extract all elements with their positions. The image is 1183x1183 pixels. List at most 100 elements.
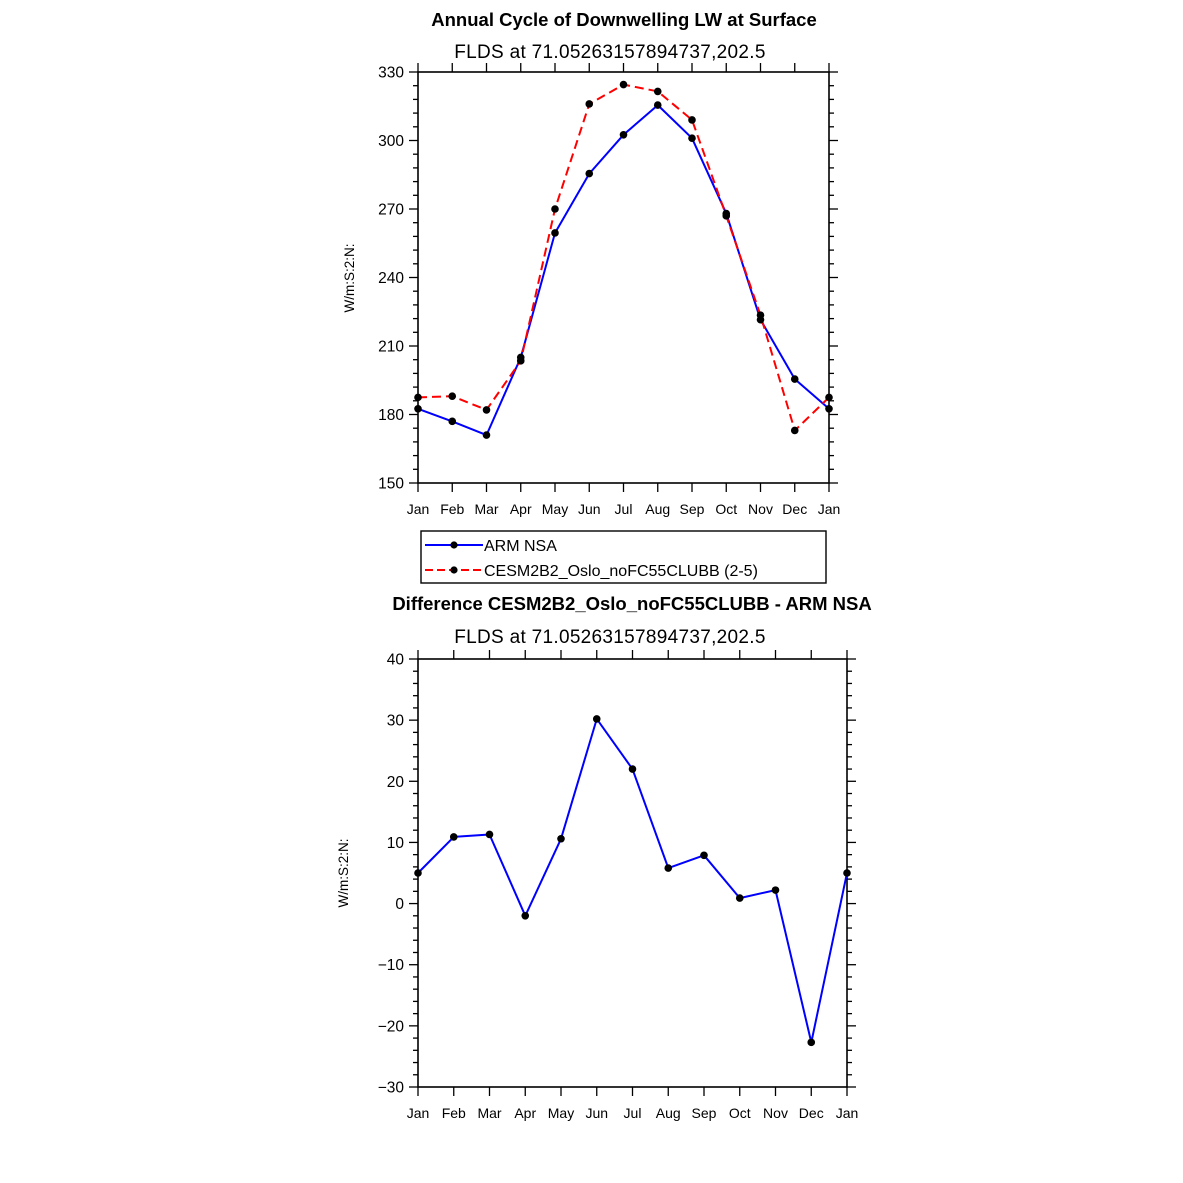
x-tick-label: Aug [645, 501, 670, 517]
x-tick-label: Aug [656, 1105, 681, 1121]
x-tick-label: Jan [407, 501, 430, 517]
data-point [628, 765, 637, 773]
x-tick-label: Jun [578, 501, 601, 517]
data-point [807, 1038, 816, 1047]
data-point [664, 864, 673, 872]
data-point [688, 134, 696, 143]
y-tick-label: 150 [378, 476, 404, 493]
x-tick-label: Jul [615, 501, 633, 517]
data-point [557, 834, 565, 843]
x-tick-label: Sep [692, 1105, 717, 1121]
data-point [482, 406, 491, 414]
data-point [482, 431, 491, 439]
legend-label-cesm2b2: CESM2B2_Oslo_noFC55CLUBB (2-5) [484, 563, 758, 580]
x-tick-label: Jun [585, 1105, 608, 1121]
x-tick-label: Nov [748, 501, 773, 517]
data-point [722, 212, 731, 220]
data-point [414, 869, 422, 877]
data-point [414, 393, 422, 402]
data-point [516, 357, 525, 365]
data-point [448, 417, 457, 426]
x-tick-labels: Jan Feb Mar Apr May Jun Jul Aug Sep Oct Nov Dec Jan [407, 501, 841, 517]
y-axis-label: W/m:S:2:N: [342, 243, 357, 312]
x-tick-label: Feb [442, 1105, 466, 1121]
y-tick-label: 180 [378, 407, 404, 424]
data-point [592, 715, 601, 723]
data-point [485, 830, 494, 839]
x-tick-label: Dec [782, 501, 807, 517]
chart-title: Annual Cycle of Downwelling LW at Surfac… [431, 9, 816, 30]
annual-cycle-chart: Annual Cycle of Downwelling LW at Surfac… [342, 9, 841, 584]
legend: ARM NSA CESM2B2_Oslo_noFC55CLUBB (2-5) [420, 530, 827, 584]
data-point [825, 393, 833, 402]
y-tick-label: 0 [395, 896, 404, 913]
y-tick-label: 270 [378, 202, 404, 219]
y-tick-label: −20 [378, 1018, 405, 1035]
x-tick-label: Apr [514, 1105, 536, 1121]
legend-marker-arm-nsa [450, 541, 458, 549]
x-tick-labels: Jan Feb Mar Apr May Jun Jul Aug Sep Oct Nov Dec Jan [407, 1105, 859, 1121]
y-tick-label: 300 [378, 133, 404, 150]
x-tick-label: Jan [818, 501, 841, 517]
y-axis-label: W/m:S:2:N: [336, 838, 351, 907]
x-tick-label: May [542, 501, 568, 517]
y-tick-labels: −30 −20 −10 0 10 20 30 40 [378, 652, 405, 1097]
x-tick-label: Feb [440, 501, 464, 517]
x-tick-label: Mar [477, 1105, 501, 1121]
data-point [843, 869, 851, 877]
data-point [825, 404, 833, 413]
data-point [735, 894, 744, 902]
data-point [688, 116, 696, 124]
data-point [619, 80, 628, 89]
y-tick-label: 30 [387, 713, 405, 730]
x-tick-label: Mar [474, 501, 498, 517]
data-point [771, 886, 780, 894]
y-tick-label: 240 [378, 270, 404, 287]
x-tick-label: Sep [680, 501, 705, 517]
y-tick-label: 210 [378, 339, 404, 356]
series-layer [414, 80, 833, 439]
series-layer [414, 715, 851, 1047]
data-point [790, 426, 799, 435]
difference-chart: Difference CESM2B2_Oslo_noFC55CLUBB - AR… [336, 593, 872, 1121]
x-tick-label: Dec [799, 1105, 824, 1121]
legend-marker-cesm2b2 [450, 566, 458, 574]
data-point [585, 169, 594, 178]
x-tick-label: Apr [510, 501, 532, 517]
axis-ticks [409, 650, 856, 1096]
data-point [653, 87, 662, 96]
data-point [449, 833, 458, 841]
x-tick-label: Nov [763, 1105, 788, 1121]
y-tick-label: −30 [378, 1080, 405, 1097]
x-tick-label: May [548, 1105, 574, 1121]
x-tick-label: Oct [715, 501, 737, 517]
data-point [653, 101, 662, 109]
legend-box [420, 530, 827, 584]
y-tick-label: 20 [387, 774, 405, 791]
chart-subtitle: FLDS at 71.05263157894737,202.5 [454, 42, 765, 63]
y-tick-labels: 150 180 210 240 270 300 330 [378, 65, 404, 493]
data-point [790, 375, 799, 383]
chart-title: Difference CESM2B2_Oslo_noFC55CLUBB - AR… [392, 593, 871, 614]
data-point [551, 205, 559, 213]
data-point [700, 851, 708, 860]
data-point [448, 392, 457, 401]
y-tick-label: −10 [378, 957, 405, 974]
data-point [521, 912, 530, 920]
data-point [551, 229, 559, 237]
data-point [414, 404, 422, 413]
data-point [585, 100, 594, 108]
x-tick-label: Oct [729, 1105, 751, 1121]
x-tick-label: Jan [836, 1105, 859, 1121]
x-tick-label: Jul [624, 1105, 642, 1121]
x-tick-label: Jan [407, 1105, 430, 1121]
axis-ticks [409, 63, 838, 492]
y-tick-label: 40 [387, 652, 405, 669]
data-point [619, 130, 628, 139]
chart-subtitle: FLDS at 71.05263157894737,202.5 [454, 627, 765, 648]
y-tick-label: 10 [387, 835, 405, 852]
y-tick-label: 330 [378, 65, 404, 82]
data-point [756, 311, 765, 319]
